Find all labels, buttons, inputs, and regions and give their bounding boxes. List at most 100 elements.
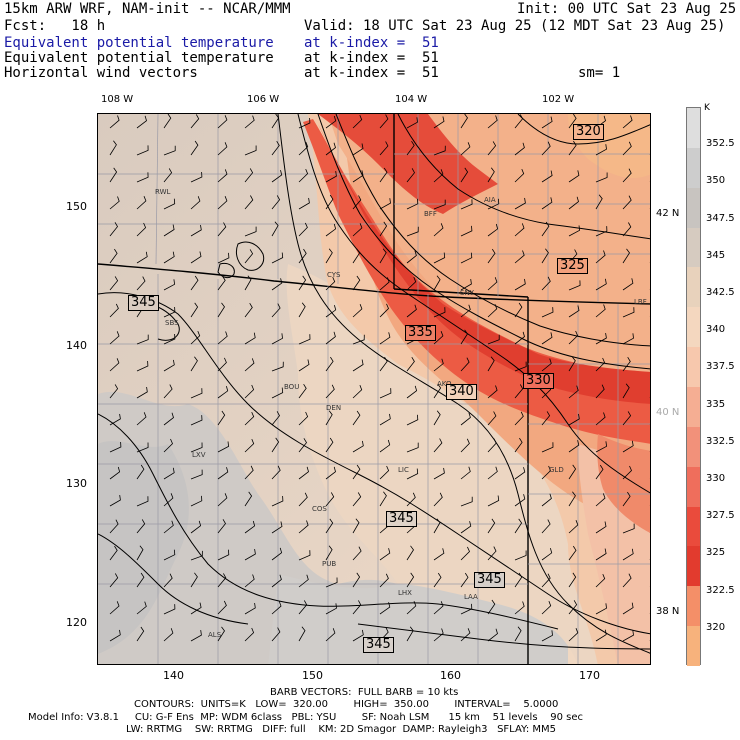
wind-barb [649, 451, 650, 452]
y-axis-label: 130 [66, 477, 87, 490]
wind-barb [541, 573, 551, 588]
wind-barb [622, 383, 630, 399]
wind-barb [217, 519, 226, 534]
wind-barb [325, 304, 337, 318]
wind-barb [163, 306, 176, 318]
wind-barb [514, 467, 526, 480]
city-label: LXV [192, 451, 206, 459]
wind-barb [190, 630, 202, 642]
wind-barb [271, 361, 284, 372]
wind-barb [136, 115, 147, 129]
wind-barb [622, 440, 634, 453]
wind-barb [460, 142, 471, 156]
wind-barb [298, 197, 310, 210]
wind-barb [460, 496, 473, 507]
wind-barb [433, 518, 441, 534]
wind-barb [595, 226, 608, 237]
wind-barb [595, 278, 607, 291]
wind-barb [649, 316, 650, 317]
wind-barb [514, 411, 524, 426]
colorbar [686, 107, 701, 667]
lat-label: 40 N [656, 407, 680, 418]
wind-barb [163, 333, 176, 345]
wind-barb [244, 275, 252, 291]
wind-barb [595, 250, 606, 264]
wind-barb [568, 413, 580, 426]
wind-barb [487, 248, 496, 264]
wind-barb [298, 275, 307, 291]
wind-barb [190, 114, 200, 129]
wind-barb [406, 250, 417, 264]
wind-barb [190, 302, 199, 318]
wind-barb [568, 280, 581, 291]
wind-barb [406, 140, 415, 156]
wind-barb [352, 440, 364, 453]
wind-barb [568, 440, 580, 453]
wind-barb [433, 252, 446, 264]
wind-barb [379, 602, 391, 615]
contour-label: 345 [363, 637, 394, 653]
wind-barb [136, 412, 147, 426]
wind-barb [217, 600, 227, 615]
wind-barb [568, 545, 577, 561]
wind-barb [217, 357, 227, 372]
wind-barb [325, 171, 337, 183]
wind-barb [352, 492, 362, 507]
wind-barb [541, 307, 554, 318]
wind-barb [271, 252, 284, 264]
wind-barb [352, 464, 361, 480]
wind-barb [163, 412, 174, 426]
wind-barb [190, 224, 202, 237]
wind-barb [541, 630, 553, 642]
wind-barb [460, 329, 468, 345]
lat-label: 42 N [656, 208, 680, 219]
wind-barb [433, 275, 441, 291]
wind-barb [433, 467, 445, 480]
wind-barb [298, 248, 307, 264]
colorbar-segment [687, 108, 700, 149]
wind-barb [136, 145, 149, 156]
contour-label: 325 [557, 258, 588, 274]
wind-barb [244, 358, 255, 372]
wind-barb [352, 275, 361, 291]
wind-barb [406, 572, 415, 588]
wind-barb [109, 545, 118, 561]
wind-barb [460, 412, 471, 426]
wind-barb [487, 518, 496, 534]
wind-barb [352, 546, 362, 561]
wind-barb [352, 143, 364, 156]
wind-barb [163, 198, 176, 210]
colorbar-segment [687, 187, 700, 229]
forecast-hour: Fcst: 18 h [4, 18, 106, 34]
wind-barb [163, 168, 173, 183]
wind-barb [379, 356, 388, 372]
field-1-name: Equivalent potential temperature [4, 35, 274, 51]
wind-barb [460, 252, 473, 264]
wind-barb [622, 195, 632, 210]
wind-barb [352, 600, 362, 615]
city-label: AIA [484, 196, 496, 204]
wind-barb [379, 303, 389, 318]
wind-barb [244, 627, 255, 642]
wind-barb [649, 235, 650, 236]
wind-barb [325, 276, 336, 291]
wind-barb [379, 388, 392, 399]
colorbar-tick-label: 350 [706, 175, 726, 187]
city-label: BFF [424, 210, 437, 218]
wind-barb [325, 115, 337, 129]
colorbar-segment [687, 426, 700, 468]
wind-barb [406, 276, 417, 291]
wind-barb [460, 225, 473, 237]
wind-barb [649, 154, 650, 155]
wind-barb [271, 333, 283, 345]
wind-barb [325, 437, 334, 453]
wind-barb [217, 252, 230, 264]
wind-barb [163, 604, 176, 615]
colorbar-tick-label: 332.5 [706, 435, 735, 447]
wind-barb [298, 168, 309, 183]
wind-barb [514, 361, 527, 372]
wind-barb [136, 545, 144, 561]
wind-barb [136, 172, 149, 183]
wind-barb [460, 114, 468, 129]
wind-barb [271, 411, 280, 426]
